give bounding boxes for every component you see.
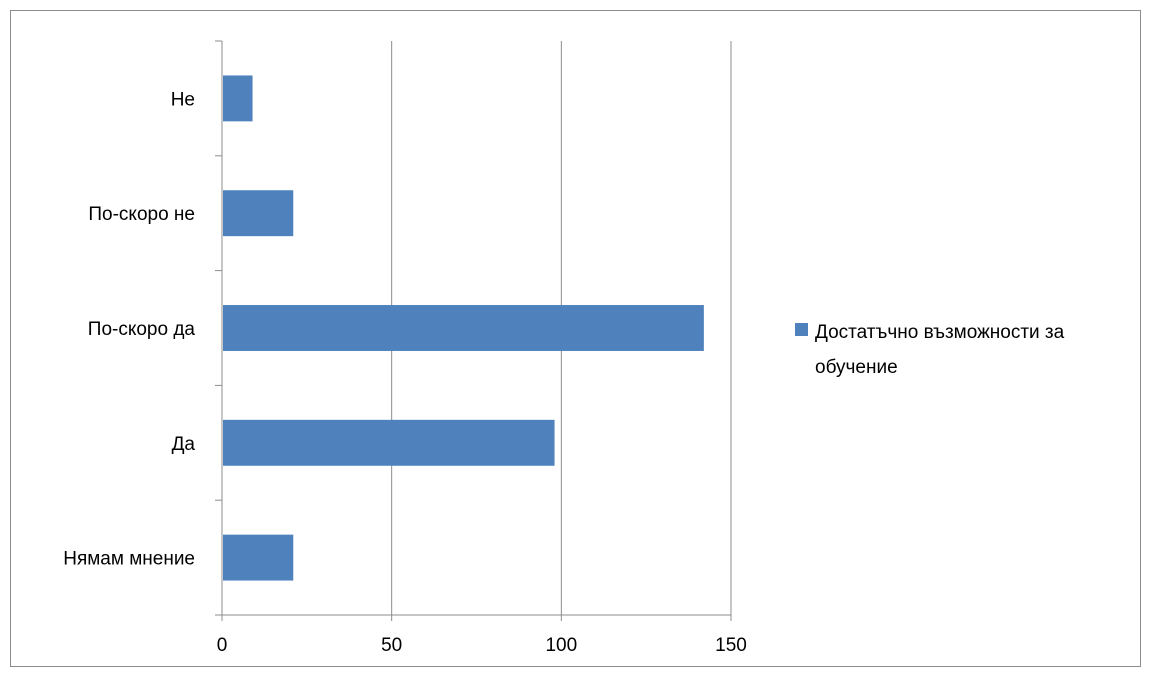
bar-4 xyxy=(223,190,293,236)
y-category-label-1: Нямам мнение xyxy=(63,549,195,570)
x-tick-label-0: 0 xyxy=(217,635,228,656)
y-category-label-4: По-скоро не xyxy=(88,204,195,225)
legend-label-line-1: Достатъчно възможности за xyxy=(815,322,1065,343)
bar-5 xyxy=(223,75,253,121)
bar-3 xyxy=(223,305,704,351)
y-category-label-3: По-скоро да xyxy=(88,319,196,340)
x-tick-label-100: 100 xyxy=(545,635,577,656)
legend-label-line-2: обучение xyxy=(815,357,898,378)
bar-1 xyxy=(223,535,293,581)
bar-2 xyxy=(223,420,555,466)
x-tick-label-50: 50 xyxy=(381,635,402,656)
x-tick-label-150: 150 xyxy=(715,635,747,656)
y-category-label-2: Да xyxy=(172,434,196,455)
legend-swatch xyxy=(795,323,808,336)
y-category-label-5: Не xyxy=(171,89,195,110)
